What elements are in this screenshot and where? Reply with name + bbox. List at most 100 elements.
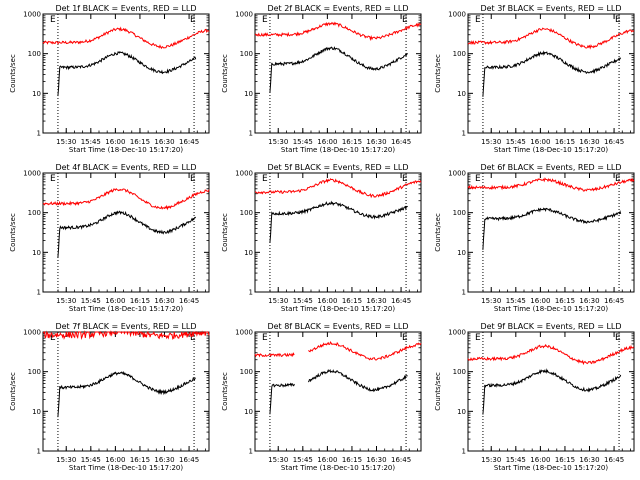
x-tick-label: 15:30: [481, 138, 501, 146]
series-line: [308, 340, 422, 361]
y-tick-label: 100: [453, 368, 466, 376]
x-tick-label: 16:30: [154, 138, 174, 146]
chart-title: Det 7f BLACK = Events, RED = LLD: [55, 322, 196, 331]
plot-frame: [254, 331, 422, 452]
x-tick-label: 16:15: [342, 297, 362, 305]
x-tick-label: 16:00: [105, 297, 125, 305]
x-axis-label: Start Time (18-Dec-10 15:17:20): [494, 305, 608, 313]
x-tick-label: 16:45: [391, 138, 411, 146]
event-marker-label: E: [190, 174, 196, 184]
series-line: [308, 368, 408, 393]
y-tick-label: 10: [244, 90, 253, 98]
series-line: [482, 207, 622, 250]
y-tick-label: 1: [37, 448, 41, 456]
x-tick-label: 15:30: [268, 297, 288, 305]
y-tick-label: 1: [462, 130, 466, 138]
x-tick-label: 16:45: [391, 297, 411, 305]
event-marker-label: E: [475, 333, 481, 343]
chart-panel: Det 1f BLACK = Events, RED = LLD 1 10 100 10…: [9, 4, 210, 154]
series-line: [57, 210, 197, 258]
y-tick-label: 10: [244, 249, 253, 257]
x-tick-label: 16:45: [604, 297, 624, 305]
y-tick-label: 100: [453, 50, 466, 58]
y-tick-label: 1000: [235, 329, 253, 337]
x-axis-label: Start Time (18-Dec-10 15:17:20): [281, 305, 395, 313]
series-line: [42, 26, 210, 50]
y-tick-label: 10: [457, 408, 466, 416]
x-tick-label: 16:00: [317, 456, 337, 464]
x-tick-label: 15:30: [481, 456, 501, 464]
y-tick-label: 1000: [23, 11, 41, 19]
x-tick-label: 16:15: [555, 297, 575, 305]
x-tick-label: 16:00: [317, 297, 337, 305]
x-tick-label: 16:00: [317, 138, 337, 146]
series-line: [482, 50, 622, 97]
event-marker-label: E: [615, 15, 621, 25]
x-tick-label: 16:15: [555, 138, 575, 146]
y-tick-label: 1000: [448, 329, 466, 337]
x-tick-label: 16:00: [530, 456, 550, 464]
series-line: [269, 382, 295, 415]
series-line: [42, 187, 210, 211]
event-marker-label: E: [615, 333, 621, 343]
plot-frame: [42, 172, 210, 293]
x-tick-label: 15:45: [293, 456, 313, 464]
x-tick-label: 16:30: [366, 456, 386, 464]
y-axis-label: Counts/sec: [221, 54, 229, 93]
series-line: [467, 343, 635, 366]
y-tick-label: 10: [32, 90, 41, 98]
series-line: [57, 51, 197, 97]
x-axis-label: Start Time (18-Dec-10 15:17:20): [281, 464, 395, 472]
event-marker-label: E: [402, 15, 408, 25]
series-line: [254, 178, 422, 199]
chart-title: Det 1f BLACK = Events, RED = LLD: [55, 4, 196, 13]
series-line: [467, 27, 635, 50]
chart-panel: Det 2f BLACK = Events, RED = LLD 1 10 100 10…: [221, 4, 422, 154]
y-tick-label: 1: [249, 448, 253, 456]
x-tick-label: 15:30: [268, 138, 288, 146]
x-tick-label: 16:30: [366, 297, 386, 305]
event-marker-label: E: [50, 15, 56, 25]
series-line: [269, 200, 408, 244]
event-marker-label: E: [615, 174, 621, 184]
event-marker-label: E: [262, 333, 268, 343]
y-tick-label: 10: [457, 249, 466, 257]
x-tick-label: 16:00: [530, 297, 550, 305]
y-axis-label: Counts/sec: [221, 213, 229, 252]
chart-panel: Det 7f BLACK = Events, RED = LLD 1 10 100 10…: [9, 322, 210, 472]
chart-panel: Det 9f BLACK = Events, RED = LLD 1 10 100 10…: [434, 322, 635, 472]
y-tick-label: 1: [249, 289, 253, 297]
series-line: [254, 21, 422, 42]
y-tick-label: 1000: [235, 170, 253, 178]
event-marker-label: E: [475, 174, 481, 184]
y-tick-label: 10: [457, 90, 466, 98]
y-axis-label: Counts/sec: [9, 372, 17, 411]
x-tick-label: 16:45: [179, 138, 199, 146]
y-tick-label: 100: [240, 50, 253, 58]
x-tick-label: 15:30: [56, 297, 76, 305]
x-tick-label: 16:45: [604, 138, 624, 146]
y-tick-label: 100: [240, 368, 253, 376]
x-tick-label: 16:15: [342, 138, 362, 146]
x-tick-label: 16:30: [154, 456, 174, 464]
event-marker-label: E: [190, 333, 196, 343]
x-tick-label: 15:45: [81, 456, 101, 464]
y-tick-label: 1000: [23, 329, 41, 337]
x-tick-label: 15:30: [481, 297, 501, 305]
y-tick-label: 1: [462, 448, 466, 456]
x-tick-label: 15:45: [506, 297, 526, 305]
event-marker-label: E: [50, 174, 56, 184]
plot-frame: [467, 331, 635, 452]
x-tick-label: 16:15: [555, 456, 575, 464]
series-line: [467, 177, 635, 192]
chart-panel: Det 8f BLACK = Events, RED = LLD 1 10 100 10…: [221, 322, 422, 472]
y-tick-label: 1000: [448, 11, 466, 19]
x-tick-label: 15:45: [293, 297, 313, 305]
y-tick-label: 1: [462, 289, 466, 297]
y-axis-label: Counts/sec: [9, 213, 17, 252]
x-tick-label: 16:45: [604, 456, 624, 464]
y-axis-label: Counts/sec: [9, 54, 17, 93]
y-tick-label: 100: [28, 368, 41, 376]
chart-title: Det 4f BLACK = Events, RED = LLD: [55, 163, 196, 172]
x-tick-label: 15:45: [81, 138, 101, 146]
